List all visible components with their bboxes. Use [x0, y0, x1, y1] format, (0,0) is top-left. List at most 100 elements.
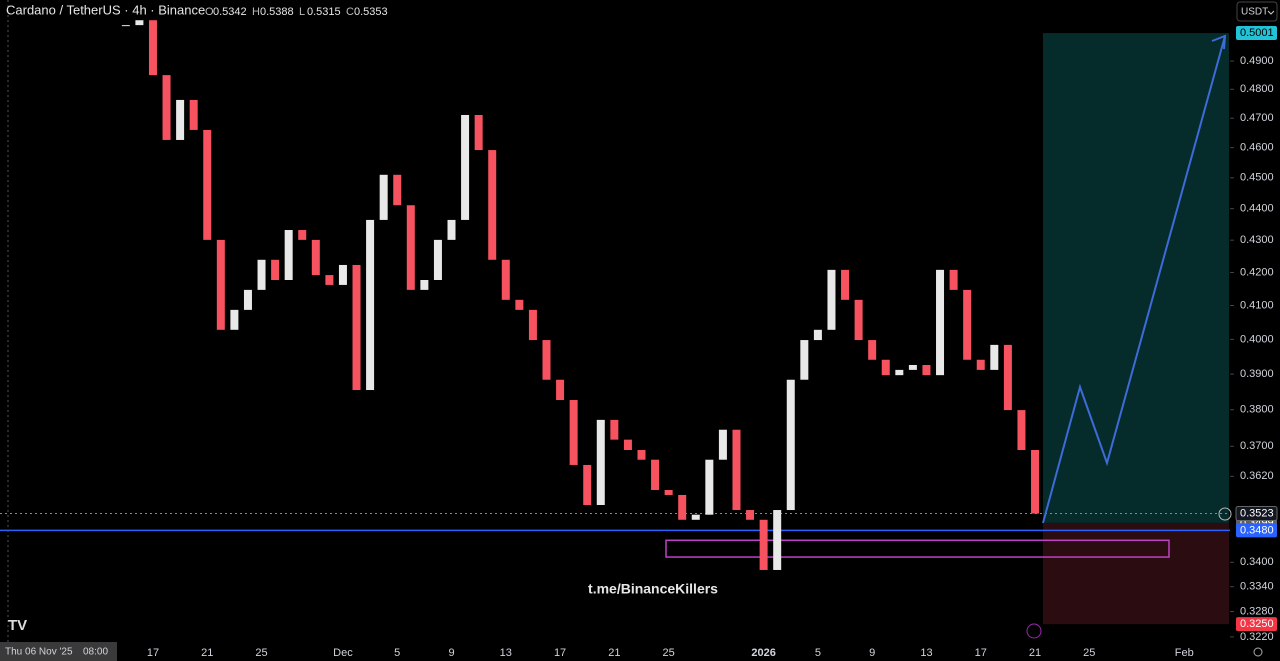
time-axis — [0, 642, 1280, 661]
x-tick-label: 13 — [500, 647, 512, 659]
candle — [420, 279, 429, 290]
y-tick-label: 0.4400 — [1240, 203, 1274, 215]
x-tick-label: 17 — [554, 647, 566, 659]
projection-arrow — [1042, 35, 1226, 524]
candle — [732, 429, 741, 511]
candle — [257, 259, 266, 290]
candle — [230, 309, 239, 330]
x-tick-label: 17 — [975, 647, 987, 659]
ohlc-value: 0.5353 — [354, 6, 388, 18]
candle — [691, 514, 700, 520]
candle — [176, 99, 185, 140]
ohlc-value: 0.5342 — [213, 6, 247, 18]
candle — [488, 150, 497, 260]
candle — [596, 419, 605, 505]
y-tick-label: 0.4000 — [1240, 333, 1274, 345]
alert-icon[interactable] — [1026, 623, 1042, 639]
axis: 0.4900 0.4800 0.4700 0.4600 0.4500 0.4400 0.43… — [1230, 26, 1278, 643]
currency[interactable]: USDT — [1241, 7, 1268, 18]
x-tick-label: 21 — [201, 647, 213, 659]
y-tick-label: 0.4700 — [1240, 112, 1274, 124]
zones — [0, 33, 1230, 625]
x-tick-label: 9 — [448, 647, 454, 659]
ohlc-value: 0.5315 — [307, 6, 341, 18]
price-badge-label: 0.5001 — [1240, 27, 1274, 39]
x-tick-label: 25 — [255, 647, 267, 659]
candle — [243, 289, 252, 310]
candle — [338, 264, 347, 285]
candle — [189, 99, 198, 130]
y-tick-label: 0.4200 — [1240, 266, 1274, 278]
y-tick-label: 0.4500 — [1240, 172, 1274, 184]
y-tick-label: 0.3280 — [1240, 605, 1274, 617]
marks — [121, 20, 1040, 570]
y-tick-label: 0.4900 — [1240, 55, 1274, 67]
x-tick-label: 13 — [920, 647, 932, 659]
candle — [583, 464, 592, 505]
ohlc-label: H — [252, 6, 260, 18]
candle — [936, 269, 945, 376]
candle — [718, 429, 727, 460]
settings-icon[interactable] — [1253, 647, 1263, 657]
candle — [298, 230, 307, 240]
target-zone — [1043, 33, 1229, 523]
candle — [854, 299, 863, 341]
candle — [556, 379, 565, 401]
candle — [895, 369, 904, 376]
x-tick-label: 9 — [869, 647, 875, 659]
candle — [433, 239, 442, 280]
y-tick-label: 0.4600 — [1240, 142, 1274, 154]
x-tick-label: 17 — [147, 647, 159, 659]
y-tick-label: 0.3700 — [1240, 440, 1274, 452]
candle — [135, 20, 144, 26]
candle — [271, 259, 280, 280]
candle — [908, 364, 917, 370]
candle — [311, 239, 320, 276]
candle — [148, 20, 157, 76]
x-axis: 17 21 25 Dec 5 9 13 17 21 25 2026 5 9 13 17 21 25 Feb — [147, 647, 1194, 659]
candle — [759, 519, 768, 570]
candle — [746, 510, 755, 520]
x-tick-label: 2026 — [751, 647, 775, 659]
crosshair-date: Thu 06 Nov '25 — [5, 647, 73, 658]
ohlc-legend: O 0.5342 H 0.5388 L 0.5315 C 0.5353 — [205, 6, 388, 18]
candle — [542, 340, 551, 380]
x-tick-label: 25 — [1083, 647, 1095, 659]
chart-title: Cardano / TetherUS · 4h · Binance — [6, 2, 205, 17]
x-tick-label: Dec — [333, 647, 353, 659]
candle — [447, 219, 456, 240]
x-tick-label: 21 — [1029, 647, 1041, 659]
x-tick-label: Feb — [1175, 647, 1194, 659]
logo[interactable]: TV — [8, 617, 27, 634]
crosshair-time: 08:00 — [83, 647, 108, 658]
candle — [922, 364, 931, 376]
candle — [786, 379, 795, 511]
candle — [284, 230, 293, 280]
candle — [325, 275, 334, 285]
candle — [379, 174, 388, 220]
currency-button[interactable] — [1236, 1, 1278, 22]
candle — [949, 269, 958, 290]
candle — [393, 174, 402, 206]
x-tick-label: 5 — [815, 647, 821, 659]
candle — [366, 219, 375, 391]
candle — [203, 129, 212, 240]
add-icon[interactable] — [1218, 507, 1232, 521]
y-tick-label: 0.4100 — [1240, 299, 1274, 311]
candle — [121, 25, 130, 27]
candle — [868, 340, 877, 360]
candle — [474, 114, 483, 151]
candle — [515, 299, 524, 310]
y-tick-label: 0.3800 — [1240, 404, 1274, 416]
candle — [162, 75, 171, 140]
dropdown-icon[interactable] — [1267, 10, 1275, 15]
x-tick-label: 21 — [608, 647, 620, 659]
ohlc-label: C — [346, 6, 354, 18]
ohlc-label: O — [205, 6, 214, 18]
candle — [813, 329, 822, 341]
y-tick-label: 0.3620 — [1240, 470, 1274, 482]
candle — [841, 269, 850, 300]
y-tick-label: 0.3220 — [1240, 631, 1274, 643]
x-tick-label: 5 — [394, 647, 400, 659]
